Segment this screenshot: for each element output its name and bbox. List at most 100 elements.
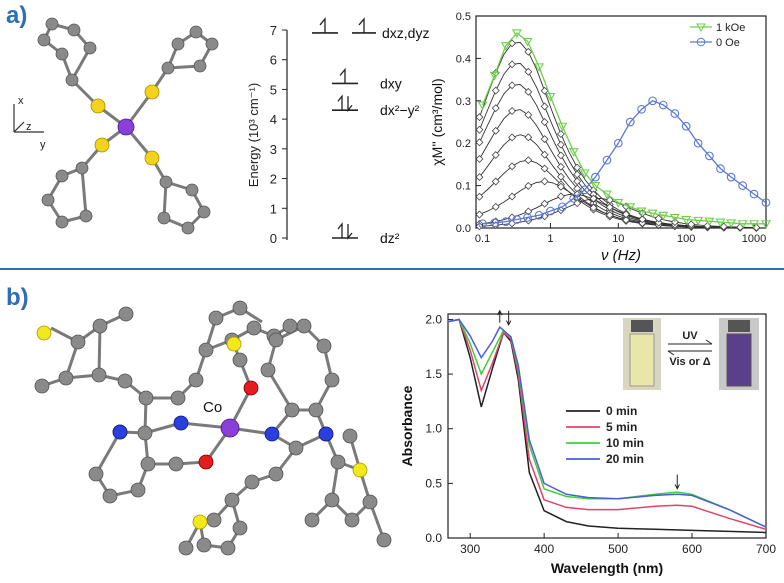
chart2-ytick-label: 1.5 (425, 367, 442, 381)
chart2-xtick-label: 600 (682, 542, 702, 556)
chart1-point-1koe (704, 217, 715, 227)
chart1-point-0oe (512, 215, 522, 224)
chart1-field-point (556, 162, 565, 171)
chart1-point-0oe (602, 155, 612, 165)
chart1-field-point (540, 150, 549, 159)
chart1-field-point (556, 130, 565, 139)
chart1-field-point (573, 184, 582, 193)
up-arrow-icon (497, 309, 503, 323)
chart2-ylabel: Absorbance (399, 385, 415, 466)
chart2-legend-label: 10 min (606, 436, 644, 450)
chart1-ytick-label: 0.1 (456, 181, 471, 193)
chart1-ytick-label: 0.0 (456, 223, 471, 235)
chart1-ylabel: χM'' (cm³/mol) (429, 78, 445, 165)
chart1-field-point (540, 177, 549, 186)
reverse-arrow-icon (667, 350, 712, 356)
chart1-point-1koe (534, 63, 545, 72)
chart2-legend-label: 5 min (606, 420, 637, 434)
energy-tick-label: 7 (270, 23, 277, 38)
chart1-field-point (540, 164, 549, 173)
chart1-point-0oe (716, 164, 725, 173)
chart1-point-0oe (478, 219, 487, 229)
chart1-xlabel: ν (Hz) (601, 247, 641, 264)
chart1-point-0oe (625, 117, 635, 127)
vial-liquid-purple (726, 333, 752, 387)
axis-y-label: y (40, 139, 46, 151)
chart1-point-1koe (568, 148, 579, 157)
panel-b-label: b) (6, 284, 29, 311)
chart1-xtick-label: 0.1 (475, 233, 490, 245)
chart1-field-point (475, 155, 484, 163)
chart1-field-point (475, 125, 484, 134)
chart1-field-point (605, 211, 614, 220)
chart2-xtick-label: 300 (460, 542, 480, 556)
chart1-field-point (524, 47, 533, 56)
chart1-point-0oe (591, 172, 600, 182)
chart1-field-point (508, 81, 517, 90)
chart1-field-point (475, 113, 484, 122)
forward-arrow-icon (668, 339, 713, 345)
chart1-point-1koe (579, 169, 590, 178)
chart1-point-0oe (693, 138, 703, 148)
chart1-field-point (622, 215, 631, 224)
chart1-field-point (654, 218, 663, 227)
vial-cap (631, 320, 653, 332)
chart1-point-1koe (647, 209, 658, 219)
chart1-point-0oe (558, 202, 567, 212)
chart1-field-point (687, 220, 696, 229)
chart1-field-point (491, 104, 500, 113)
spin-up-arrow (337, 222, 343, 238)
chart2-xtick-label: 500 (608, 542, 628, 556)
chart1-field-point (589, 190, 598, 199)
chart1-point-1koe (715, 218, 726, 228)
chart1-point-1koe (658, 211, 669, 221)
chart2-series-line (447, 318, 767, 534)
chart1-point-0oe (546, 206, 555, 216)
spin-up-arrow (337, 94, 343, 111)
chart1-field-point (508, 213, 517, 222)
chart1-point-0oe (490, 218, 499, 228)
chart1-field-point (491, 86, 500, 95)
chart1-point-0oe (658, 100, 668, 110)
chart1-field-curve (479, 180, 757, 229)
chart1-field-point (573, 170, 582, 179)
chart1-point-0oe (705, 151, 714, 161)
chart1-field-point (556, 182, 565, 191)
cobalt-label: Co (203, 399, 222, 416)
energy-axis-label: Energy (10³ cm⁻¹) (246, 83, 261, 187)
energy-tick-label: 6 (270, 53, 277, 68)
chart2-ytick-label: 0.5 (425, 476, 442, 490)
chart1-point-0oe (738, 181, 748, 190)
vial-cap (728, 320, 750, 332)
chart1-point-1koe (557, 122, 568, 132)
chart2-xtick-label: 700 (756, 542, 776, 556)
chart1-ytick-label: 0.5 (456, 11, 471, 23)
chart1-field-point (556, 192, 565, 201)
chart1-point-0oe (761, 198, 771, 207)
panel-a-label: a) (6, 2, 28, 29)
panel-divider (0, 268, 784, 270)
chart1-xtick-label: 1 (547, 233, 553, 245)
chart1-point-1koe (693, 216, 704, 226)
chart1-field-point (540, 199, 549, 208)
chart1-field-point (475, 210, 484, 219)
chart1-legend-marker (696, 23, 706, 33)
chart1-point-1koe (749, 220, 759, 229)
chart1-point-0oe (637, 104, 646, 114)
spin-down-arrow (347, 224, 353, 240)
chart1-legend-label: 0 Oe (716, 37, 740, 49)
energy-diagram: Energy (10³ cm⁻¹) 0 1 2 3 4 5 6 7 dxz,dyz dxy dx²… (246, 17, 429, 246)
chart2-xtick-label: 400 (534, 542, 554, 556)
chart1-point-1koe (737, 220, 748, 229)
chart1-field-point (622, 210, 631, 219)
chart2-legend-label: 20 min (606, 452, 644, 466)
chart1-xtick-label: 100 (677, 233, 695, 245)
chart2-legend-label: 0 min (606, 404, 637, 418)
chart1-point-0oe (580, 185, 590, 195)
spin-down-arrow (347, 96, 353, 113)
chart1-field-point (556, 172, 565, 181)
chart1-field-point (556, 140, 565, 149)
chart2-xlabel: Wavelength (nm) (551, 560, 663, 576)
chart1-ytick-label: 0.4 (456, 53, 471, 65)
chart1-point-0oe (726, 172, 736, 182)
